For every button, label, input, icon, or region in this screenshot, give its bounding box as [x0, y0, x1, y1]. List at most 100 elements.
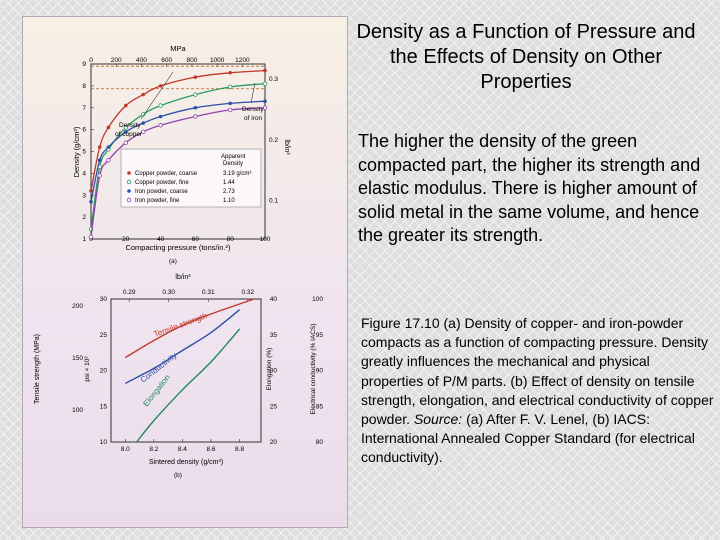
- series-point: [263, 99, 267, 103]
- b-cond-tick-80: 80: [316, 439, 324, 446]
- top-tick-1000: 1000: [210, 57, 225, 64]
- series-point: [106, 125, 111, 130]
- b-psi-tick-15: 15: [100, 403, 108, 410]
- b-elong-tick-40: 40: [270, 296, 278, 303]
- series-point: [193, 105, 198, 110]
- chart-a-series: [88, 68, 268, 240]
- top-tick-800: 800: [187, 57, 198, 64]
- b-elong-tick-30: 30: [270, 368, 278, 375]
- b-psi-tick-10: 10: [100, 439, 108, 446]
- b-top-tick-0.31: 0.31: [202, 289, 215, 296]
- y-tick-4: 4: [82, 170, 86, 177]
- series-point: [193, 75, 198, 79]
- chart-b-top-axis-label: lb/in³: [175, 274, 191, 281]
- chart-b-cond-label: Electrical conductivity (% IACS): [310, 323, 317, 414]
- caption-source-label: Source:: [413, 411, 463, 428]
- b-top-tick-0.30: 0.30: [162, 289, 175, 296]
- figure-caption: Figure 17.10 (a) Density of copper- and …: [361, 314, 715, 468]
- b-left-tick-200: 200: [72, 303, 83, 310]
- series-point: [262, 81, 268, 86]
- legend-marker: [126, 179, 132, 185]
- annotation-density-copper-1: Density: [119, 122, 141, 129]
- b-x-tick-8.2: 8.2: [149, 446, 158, 453]
- b-cond-tick-90: 90: [316, 368, 324, 375]
- legend-rows: Copper powder, coarse 3.19 g/cm³ Copper po…: [126, 171, 251, 204]
- series-point: [262, 105, 268, 110]
- chart-b-series: [124, 298, 255, 443]
- b-cond-tick-95: 95: [316, 332, 324, 339]
- chart-a-x-ticks: 0 20 40 60 80 100: [89, 236, 271, 243]
- chart-a-right-label: lb/in³: [283, 139, 290, 155]
- b-series-line-1: [124, 309, 241, 385]
- x-tick-60: 60: [192, 236, 200, 243]
- chart-b-frame: [110, 298, 262, 443]
- x-tick-0: 0: [89, 236, 93, 243]
- chart-a-legend: Apparent Density Copper powder, coarse 3.…: [120, 148, 262, 208]
- chart-b-curve-labels: Tensile strength Conductivity Elongation: [139, 311, 209, 408]
- series-point: [106, 158, 111, 163]
- x-tick-100: 100: [260, 236, 271, 243]
- b-cond-tick-100: 100: [312, 296, 323, 303]
- series-point: [158, 103, 163, 108]
- chart-a-reference-lines: [91, 65, 265, 90]
- chart-a-right-ticks: 0.3 0.2 0.1: [269, 76, 278, 204]
- top-tick-600: 600: [161, 57, 172, 64]
- chart-b-elong-label: Elongation (%): [266, 348, 273, 391]
- series-point: [227, 107, 233, 113]
- slide-title: Density as a Function of Pressure and th…: [356, 21, 696, 93]
- series-point: [97, 158, 102, 163]
- curve-label-tensile: Tensile strength: [153, 311, 209, 339]
- figure-svg: MPa 0 200 400 600 800 1000 1200 0 20 40 60 80 100 1…: [34, 44, 323, 479]
- legend-marker: [127, 189, 131, 193]
- b-left-tick-100: 100: [72, 407, 83, 414]
- legend-name: Copper powder, coarse: [135, 171, 198, 177]
- y-tick-9: 9: [82, 61, 86, 68]
- y-tick-2: 2: [82, 214, 86, 221]
- chart-b-x-ticks: 8.0 8.2 8.4 8.6 8.8: [121, 439, 244, 453]
- series-point: [97, 173, 102, 178]
- b-elong-tick-25: 25: [270, 403, 278, 410]
- annotation-density-copper-2: of copper: [115, 131, 143, 138]
- y-tick-7: 7: [82, 105, 86, 112]
- chart-b-psi-ticks: 30 25 20 15 10: [100, 296, 108, 446]
- series-point: [89, 189, 93, 193]
- chart-a-top-axis-label: MPa: [170, 44, 186, 53]
- b-x-tick-8.8: 8.8: [235, 446, 244, 453]
- series-point: [124, 103, 128, 108]
- b-series-line-2: [136, 328, 241, 443]
- annotation-iron-pointer: [250, 82, 256, 104]
- series-point: [89, 200, 93, 204]
- slide-lead-paragraph: The higher the density of the green comp…: [358, 131, 701, 245]
- series-point: [158, 123, 163, 128]
- right-tick-0.1: 0.1: [269, 197, 278, 204]
- annotation-density-iron-2: of iron: [244, 115, 262, 122]
- chart-b-cond-ticks: 100 95 90 85 80: [312, 296, 323, 446]
- figure-panel: MPa 0 200 400 600 800 1000 1200 0 20 40 60 80 100 1…: [22, 16, 348, 528]
- series-point: [193, 92, 198, 97]
- series-point: [193, 114, 198, 119]
- b-psi-tick-20: 20: [100, 368, 108, 375]
- chart-b-top-ticks: 0.29 0.30 0.31 0.32: [123, 289, 255, 302]
- chart-a-y-label: Density (g/cm³): [72, 126, 81, 177]
- annotation-density-iron-1: Density: [242, 106, 264, 113]
- b-top-tick-0.29: 0.29: [123, 289, 136, 296]
- top-tick-400: 400: [136, 57, 147, 64]
- right-tick-0.2: 0.2: [269, 137, 278, 144]
- chart-b: lb/in³ 0.29 0.30 0.31 0.32 8.0 8.2 8.4 8.6 8.8 …: [34, 274, 323, 479]
- x-tick-80: 80: [227, 236, 235, 243]
- legend-name: Iron powder, coarse: [135, 189, 188, 195]
- chart-a-top-ticks: 0 200 400 600 800 1000 1200: [89, 57, 250, 67]
- series-point: [158, 114, 163, 119]
- top-tick-1200: 1200: [235, 57, 250, 64]
- series-point: [228, 70, 232, 75]
- chart-b-x-label: Sintered density (g/cm³): [149, 459, 223, 466]
- series-point: [97, 145, 102, 149]
- b-series-line-0: [124, 298, 255, 359]
- legend-value: 3.19 g/cm³: [223, 171, 251, 177]
- y-tick-3: 3: [82, 192, 86, 199]
- top-tick-200: 200: [111, 57, 122, 64]
- annotation-copper-pointer: [140, 71, 174, 120]
- y-tick-8: 8: [82, 83, 86, 90]
- top-tick-0: 0: [89, 57, 93, 64]
- series-point: [140, 129, 146, 135]
